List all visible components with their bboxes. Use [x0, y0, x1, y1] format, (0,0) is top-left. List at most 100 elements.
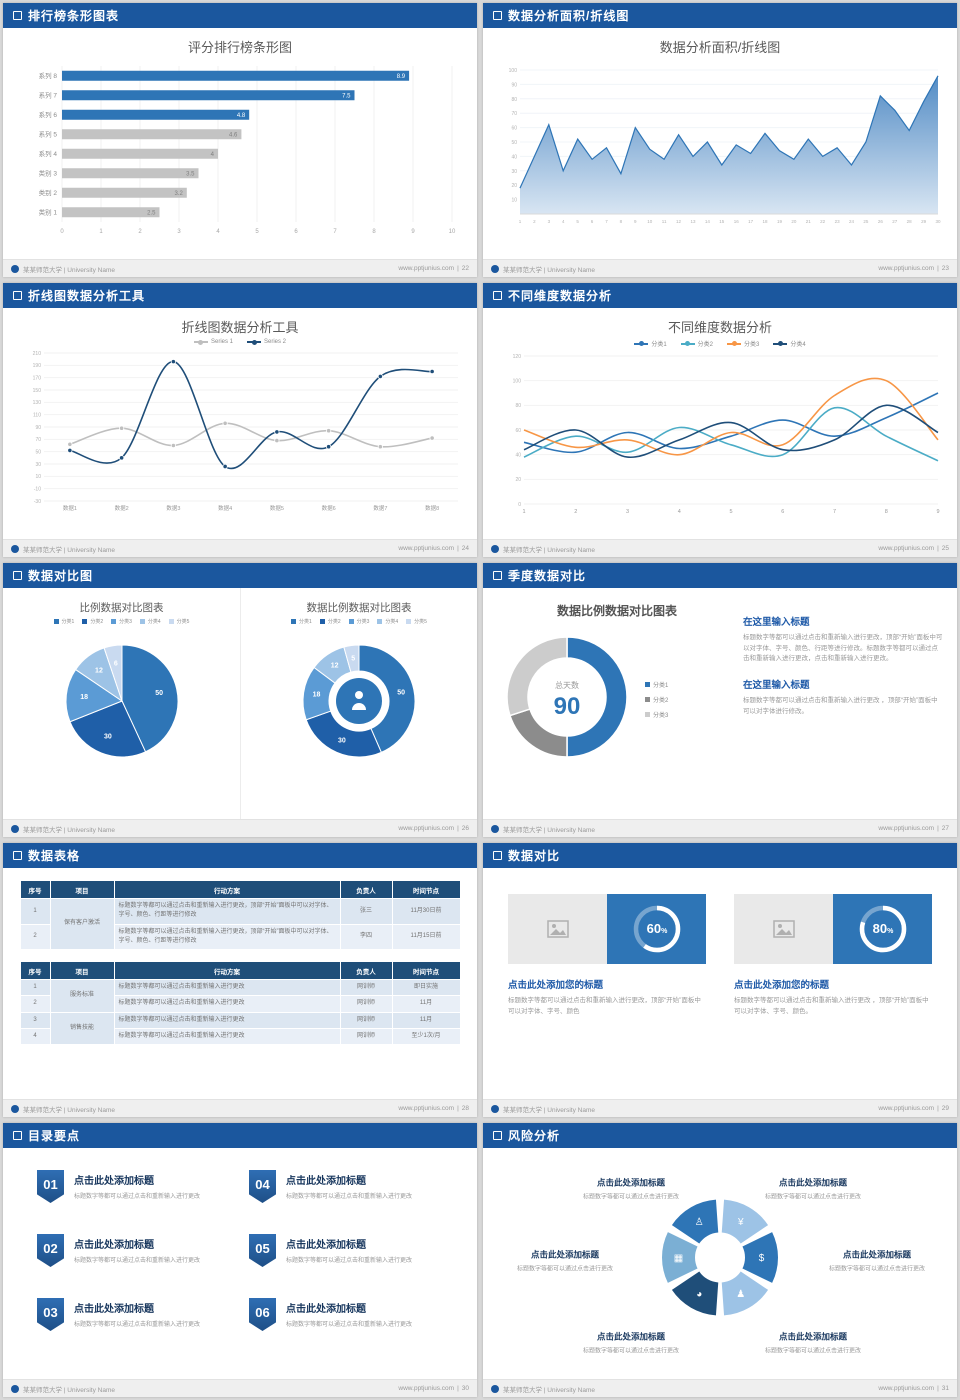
- column-header: 时间节点: [391, 961, 461, 981]
- stat-card: 60% 点击此处添加您的标题 标题数字等都可以通过点击和重新输入进行更改，顶部“…: [508, 894, 706, 1017]
- toc-number-badge: 05: [249, 1234, 276, 1267]
- column-header: 行动方案: [113, 880, 341, 899]
- university-name: 某某师范大学 | University Name: [23, 1386, 115, 1394]
- university-name: 某某师范大学 | University Name: [23, 546, 115, 554]
- slide-body: 比例数据对比图表 分类1 分类2 分类3 分类4 分类5 50 30 18 12 6 数据比例数…: [3, 588, 477, 819]
- svg-text:2: 2: [533, 219, 536, 224]
- slide-25[interactable]: 不同维度数据分析 不同维度数据分析 分类1 分类2 分类3 分类4 120 100 80 6…: [483, 283, 957, 557]
- slide-header: 数据表格: [3, 843, 477, 868]
- square-outline-icon: [493, 851, 502, 860]
- slide-header: 数据对比图: [3, 563, 477, 588]
- table-row: 1 服务标准 标题数字等都可以通过点击和重新输入进行更改 网训师 即日实施: [19, 979, 461, 1013]
- slide-28[interactable]: 数据表格 序号 项目 行动方案 负责人 时间节点 1 保有客户激活 标题数字等都可以通过点击和…: [3, 843, 477, 1117]
- university-logo-icon: [491, 264, 499, 273]
- svg-text:10: 10: [449, 229, 456, 235]
- university-logo-icon: [491, 824, 499, 833]
- chart-legend: 分类1 分类2 分类3 分类4: [483, 339, 957, 348]
- legend-item: 分类2: [680, 339, 713, 348]
- university-logo-icon: [11, 264, 19, 273]
- column-header: 序号: [19, 961, 51, 981]
- table-cell: 11月15日前: [391, 923, 461, 951]
- svg-text:0: 0: [60, 229, 64, 235]
- svg-text:5: 5: [576, 219, 579, 224]
- people-icon: ♟: [736, 1289, 745, 1300]
- slide-24[interactable]: 折线图数据分析工具 折线图数据分析工具 Series 1 Series 2 210…: [3, 283, 477, 557]
- slide-body: 01 点击此处添加标题 标题数字等都可以通过点击和重新输入进行更改 02 点击此处添加标…: [3, 1148, 477, 1379]
- slide-23[interactable]: 数据分析面积/折线图 数据分析面积/折线图 100 90 80 70 60 50 40 30 2…: [483, 3, 957, 277]
- slide-body: 数据比例数据对比图表 总天数 90 分类1 分类2 分类3 在这里输入标题 标题数字等…: [483, 588, 957, 819]
- toc-list: 01 点击此处添加标题 标题数字等都可以通过点击和重新输入进行更改 02 点击此处添加标…: [3, 1148, 477, 1362]
- svg-text:17: 17: [748, 219, 754, 224]
- svg-text:100: 100: [513, 378, 522, 384]
- svg-text:12: 12: [676, 219, 682, 224]
- wheel-segment: [671, 1271, 719, 1316]
- site-url: www.pptjunius.com: [398, 1385, 455, 1392]
- donut-chart: 50 30 18 12 5: [284, 627, 434, 775]
- slide-27[interactable]: 季度数据对比 数据比例数据对比图表 总天数 90 分类1 分类2 分类3 在这里输入标…: [483, 563, 957, 837]
- bar: [62, 187, 187, 198]
- stat-card: 80% 点击此处添加您的标题 标题数字等都可以通过点击和重新输入进行更改 ，顶部…: [734, 894, 932, 1017]
- table-cell: 标题数字等都可以通过点击和重新输入进行更改: [113, 979, 341, 997]
- slide-29[interactable]: 数据对比 60% 点击此处添加您的标题 标题数字等都可以通过点击和重新输入进行更…: [483, 843, 957, 1117]
- table-cell: 4: [19, 1028, 51, 1046]
- footer-separator: |: [457, 265, 459, 272]
- svg-text:9: 9: [936, 509, 939, 515]
- table-cell: 11月: [391, 1011, 461, 1030]
- svg-text:70: 70: [511, 111, 517, 117]
- table-cell: 标题数字等都可以通过点击和重新输入进行更改: [113, 995, 341, 1013]
- slide-body: 数据分析面积/折线图 100 90 80 70 60 50 40 30 20 10 1 2 3 4 5 6 7 8…: [483, 28, 957, 259]
- svg-text:3.5: 3.5: [186, 172, 195, 178]
- slide-31[interactable]: 风险分析 ¥ $ ♟ ◕ ▦ ♙ 点击此处添加标题 标题数字等都可以通过点击进行更改 点击此处…: [483, 1123, 957, 1397]
- column-header: 行动方案: [113, 961, 341, 981]
- table-cell: 1: [19, 898, 51, 925]
- svg-text:110: 110: [33, 412, 41, 418]
- legend-item: 分类1: [291, 618, 312, 625]
- risk-text-block: 点击此处添加标题 标题数字等都可以通过点击进行更改: [555, 1330, 707, 1354]
- slide-body: 不同维度数据分析 分类1 分类2 分类3 分类4 120 100 80 60 40 20 0 1 2 3…: [483, 308, 957, 539]
- toc-number-badge: 01: [37, 1170, 64, 1203]
- footer-separator: |: [937, 265, 939, 272]
- svg-text:5: 5: [255, 229, 259, 235]
- page-number: 22: [461, 265, 469, 272]
- chart-legend: 分类1 分类2 分类3 分类4 分类5: [291, 618, 427, 625]
- svg-text:数据8: 数据8: [425, 504, 439, 512]
- svg-text:13: 13: [690, 219, 696, 224]
- page-number: 27: [941, 825, 949, 832]
- donut-chart: 总天数 90: [491, 621, 643, 778]
- legend-item: 分类4: [377, 618, 398, 625]
- slide-header-title: 不同维度数据分析: [508, 289, 613, 303]
- risk-block-title: 点击此处添加标题: [596, 1331, 665, 1342]
- svg-text:3.2: 3.2: [174, 191, 183, 197]
- slide-30[interactable]: 目录要点 01 点击此处添加标题 标题数字等都可以通过点击和重新输入进行更改 02 点击…: [3, 1123, 477, 1397]
- data-table: 序号 项目 行动方案 负责人 时间节点 1 保有客户激活 标题数字等都可以通过点击和重新输入进…: [19, 880, 461, 951]
- toc-item-subtitle: 标题数字等都可以通过点击和重新输入进行更改: [74, 1258, 201, 1264]
- university-name: 某某师范大学 | University Name: [503, 826, 595, 834]
- slide-26[interactable]: 数据对比图 比例数据对比图表 分类1 分类2 分类3 分类4 分类5 50 30 18 12 6…: [3, 563, 477, 837]
- chart-title: 数据分析面积/折线图: [659, 40, 781, 55]
- legend-item: 分类3: [348, 618, 369, 625]
- svg-text:12: 12: [95, 668, 103, 675]
- legend-item: 分类2: [319, 618, 341, 625]
- svg-text:5: 5: [351, 655, 355, 662]
- toc-number-badge: 02: [37, 1234, 64, 1267]
- risk-text-block: 点击此处添加标题 标题数字等都可以通过点击进行更改: [555, 1176, 707, 1200]
- legend-item: Series 2: [247, 339, 286, 345]
- svg-text:30: 30: [935, 219, 941, 224]
- svg-text:4: 4: [216, 229, 220, 235]
- legend-item: 分类3: [111, 618, 132, 625]
- text-block-title: 在这里输入标题: [743, 617, 810, 628]
- wheel-segment: [721, 1199, 769, 1244]
- legend-item: 分类3: [645, 710, 668, 719]
- chart-title: 比例数据对比图表: [79, 602, 164, 614]
- person-presenter-icon: [336, 678, 382, 724]
- university-name: 某某师范大学 | University Name: [503, 1386, 595, 1394]
- university-name: 某某师范大学 | University Name: [23, 1106, 115, 1114]
- svg-text:2: 2: [138, 229, 142, 235]
- card-title: 点击此处添加您的标题: [508, 980, 604, 991]
- risk-block-subtitle: 标题数字等都可以通过点击进行更改: [516, 1265, 613, 1272]
- svg-text:8: 8: [620, 219, 623, 224]
- slide-22[interactable]: 排行榜条形图表 评分排行榜条形图 0 1 2 3 4 5 6 7 8 9 10 系列 8 8.9 系列 7…: [3, 3, 477, 277]
- chart-legend: Series 1 Series 2: [3, 339, 477, 345]
- svg-text:4: 4: [678, 509, 681, 515]
- svg-text:12: 12: [331, 663, 339, 670]
